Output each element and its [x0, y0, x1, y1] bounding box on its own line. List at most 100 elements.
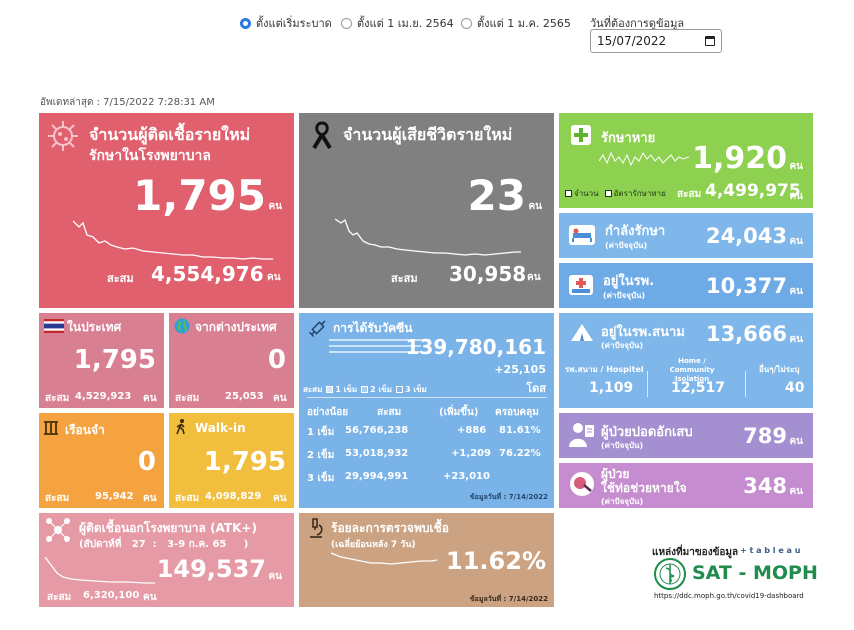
positivity-trend-chart — [331, 552, 437, 565]
source-url[interactable]: https://ddc.moph.go.th/covid19-dashboard — [654, 592, 804, 600]
new-deaths-tile: จำนวนผู้เสียชีวิตรายใหม่ 23 คน สะสม 30,9… — [299, 113, 554, 308]
imported-value: 0 — [267, 345, 286, 375]
ventilator-title-2: ใช้ท่อช่วยหายใจ — [601, 481, 687, 495]
domestic-title: ในประเทศ — [67, 320, 122, 334]
recovered-title: รักษาหาย — [601, 131, 656, 146]
vaccine-tile: การได้รับวัคซีน 139,780,161 +25,105 โดส … — [299, 313, 554, 508]
recovered-legend: จำนวน อัตรารักษาหาย — [565, 187, 666, 200]
date-value: 15/07/2022 — [597, 34, 667, 48]
positivity-tile: ร้อยละการตรวจพบเชื้อ (เฉลี่ยย้อนหลัง 7 ว… — [299, 513, 554, 607]
domestic-tile: ในประเทศ 1,795 สะสม 4,529,923 คน — [39, 313, 164, 408]
vaccine-row-inc: +23,010 — [443, 471, 490, 482]
recovered-value: 1,920 — [692, 141, 787, 176]
legend-box-icon — [326, 386, 334, 393]
legend-rate-label: อัตรารักษาหาย — [613, 189, 666, 198]
vaccine-row-inc: +886 — [457, 425, 487, 436]
ventilator-unit: คน — [789, 486, 803, 497]
syringe-icon — [308, 320, 326, 338]
legend-dose2-label: 2 เข็ม — [370, 385, 392, 394]
vaccine-row-cov: 76.22% — [499, 448, 541, 459]
field-hospital-c2-value: 12,517 — [671, 380, 726, 396]
in-hospital-tile: อยู่ในรพ. (ค่าปัจจุบัน) 10,377 คน — [559, 263, 813, 308]
atk-trend-chart — [45, 556, 155, 584]
walkin-cum-label: สะสม — [175, 493, 200, 504]
in-hospital-unit: คน — [789, 286, 803, 297]
atk-cum-unit: คน — [143, 592, 157, 603]
divider — [307, 397, 547, 398]
new-cases-title: จำนวนผู้ติดเชื้อรายใหม่ — [89, 125, 251, 144]
moph-logo-icon — [654, 558, 686, 590]
imported-cum-unit: คน — [273, 393, 287, 404]
domestic-cum-label: สะสม — [45, 393, 70, 404]
treating-tile: กำลังรักษา (ค่าปัจจุบัน) 24,043 คน — [559, 213, 813, 258]
atk-cum-label: สะสม — [47, 592, 72, 603]
in-hospital-sub: (ค่าปัจจุบัน) — [603, 291, 646, 300]
vaccine-row-dose: 3 เข็ม — [307, 473, 335, 484]
new-cases-subtitle: รักษาในโรงพยาบาล — [89, 148, 211, 164]
imported-tile: จากต่างประเทศ 0 สะสม 25,053 คน — [169, 313, 294, 408]
recovered-tile: รักษาหาย 1,920 คน จำนวน อัตรารักษาหาย สะ… — [559, 113, 813, 208]
radio-icon[interactable] — [341, 17, 352, 29]
ventilator-icon — [570, 472, 594, 496]
treating-value: 24,043 — [705, 224, 787, 248]
mourning-ribbon-icon — [312, 121, 332, 149]
vaccine-total: 139,780,161 — [405, 335, 546, 359]
new-deaths-cum-value: 30,958 — [449, 262, 527, 286]
legend-box-icon — [396, 386, 403, 393]
vaccine-row-cum: 56,766,238 — [345, 425, 409, 436]
vaccine-footnote: ข้อมูลวันที่ : 7/14/2022 — [469, 493, 548, 501]
radio-icon[interactable] — [461, 17, 472, 29]
globe-icon — [174, 318, 190, 334]
atk-tile: ผู้ติดเชื้อนอกโรงพยาบาล (ATK+) (สัปดาห์ท… — [39, 513, 294, 607]
prison-cum-label: สะสม — [45, 493, 70, 504]
new-cases-cum-value: 4,554,976 — [151, 262, 264, 286]
atk-title: ผู้ติดเชื้อนอกโรงพยาบาล (ATK+) — [79, 521, 257, 535]
recovered-trend-chart — [599, 151, 689, 167]
new-deaths-unit: คน — [528, 201, 542, 212]
filter-option-since-jan-2565[interactable]: ตั้งแต่ 1 ม.ค. 2565 — [461, 14, 571, 32]
recovered-cum-label: สะสม — [677, 189, 702, 200]
vaccine-header-cov: ครอบคลุม — [495, 407, 539, 418]
new-deaths-cum-label: สะสม — [391, 272, 418, 285]
positivity-title: ร้อยละการตรวจพบเชื้อ — [331, 521, 449, 535]
atk-cum-value: 6,320,100 — [83, 590, 140, 601]
filter-option-since-apr-2564[interactable]: ตั้งแต่ 1 เม.ย. 2564 — [341, 14, 454, 32]
vaccine-row-cum: 53,018,932 — [345, 448, 409, 459]
network-people-icon — [46, 518, 70, 542]
vaccine-header-inc: (เพิ่มขึ้น) — [439, 407, 479, 418]
pneumonia-sub: (ค่าปัจจุบัน) — [601, 441, 644, 450]
walkin-cum-value: 4,098,829 — [205, 491, 262, 502]
calendar-icon[interactable] — [705, 36, 715, 46]
tableau-logo: + t a b l e a u — [740, 546, 801, 555]
legend-box-icon — [361, 386, 369, 393]
legend-dose3-label: 3 เข็ม — [405, 385, 427, 394]
field-hospital-c3-label: อื่นๆ/ไม่ระบุ — [759, 365, 800, 374]
pneumonia-value: 789 — [743, 424, 787, 448]
atk-value: 149,537 — [156, 555, 266, 583]
new-cases-cum-label: สะสม — [107, 272, 134, 285]
ventilator-tile: ผู้ป่วย ใช้ท่อช่วยหายใจ (ค่าปัจจุบัน) 34… — [559, 463, 813, 508]
walking-person-icon — [176, 419, 185, 435]
positivity-footnote: ข้อมูลวันที่ : 7/14/2022 — [469, 595, 548, 603]
legend-box-icon — [604, 190, 612, 197]
new-deaths-value: 23 — [467, 171, 526, 220]
date-input[interactable]: 15/07/2022 — [590, 29, 722, 53]
filter-option-since-outbreak[interactable]: ตั้งแต่เริ่มระบาด — [240, 14, 332, 32]
radio-selected-icon[interactable] — [240, 17, 251, 29]
field-hospital-value: 13,666 — [705, 322, 787, 346]
new-cases-tile: จำนวนผู้ติดเชื้อรายใหม่ รักษาในโรงพยาบาล… — [39, 113, 294, 308]
thai-flag-icon — [44, 319, 64, 333]
divider — [647, 371, 648, 397]
vaccine-unit: โดส — [526, 382, 546, 395]
date-label: วันที่ต้องการดูข้อมูล — [590, 17, 685, 30]
ventilator-sub: (ค่าปัจจุบัน) — [601, 497, 644, 506]
imported-title: จากต่างประเทศ — [195, 320, 277, 334]
brand-name: SAT - MOPH — [692, 562, 818, 584]
walkin-value: 1,795 — [203, 447, 286, 477]
vaccine-title: การได้รับวัคซีน — [333, 321, 413, 335]
domestic-cum-unit: คน — [143, 393, 157, 404]
domestic-cum-value: 4,529,923 — [75, 391, 132, 402]
legend-count-label: จำนวน — [574, 189, 599, 198]
new-deaths-title: จำนวนผู้เสียชีวิตรายใหม่ — [343, 125, 513, 144]
field-hospital-unit: คน — [789, 334, 803, 345]
